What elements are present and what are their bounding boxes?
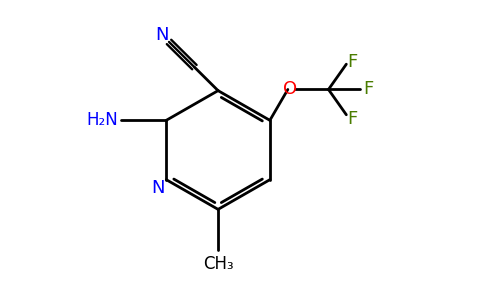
Text: N: N (155, 26, 169, 44)
Text: F: F (363, 80, 373, 98)
Text: F: F (347, 53, 357, 71)
Text: H₂N: H₂N (87, 111, 119, 129)
Text: F: F (347, 110, 357, 128)
Text: O: O (283, 80, 297, 98)
Text: CH₃: CH₃ (203, 255, 233, 273)
Text: N: N (151, 179, 165, 197)
